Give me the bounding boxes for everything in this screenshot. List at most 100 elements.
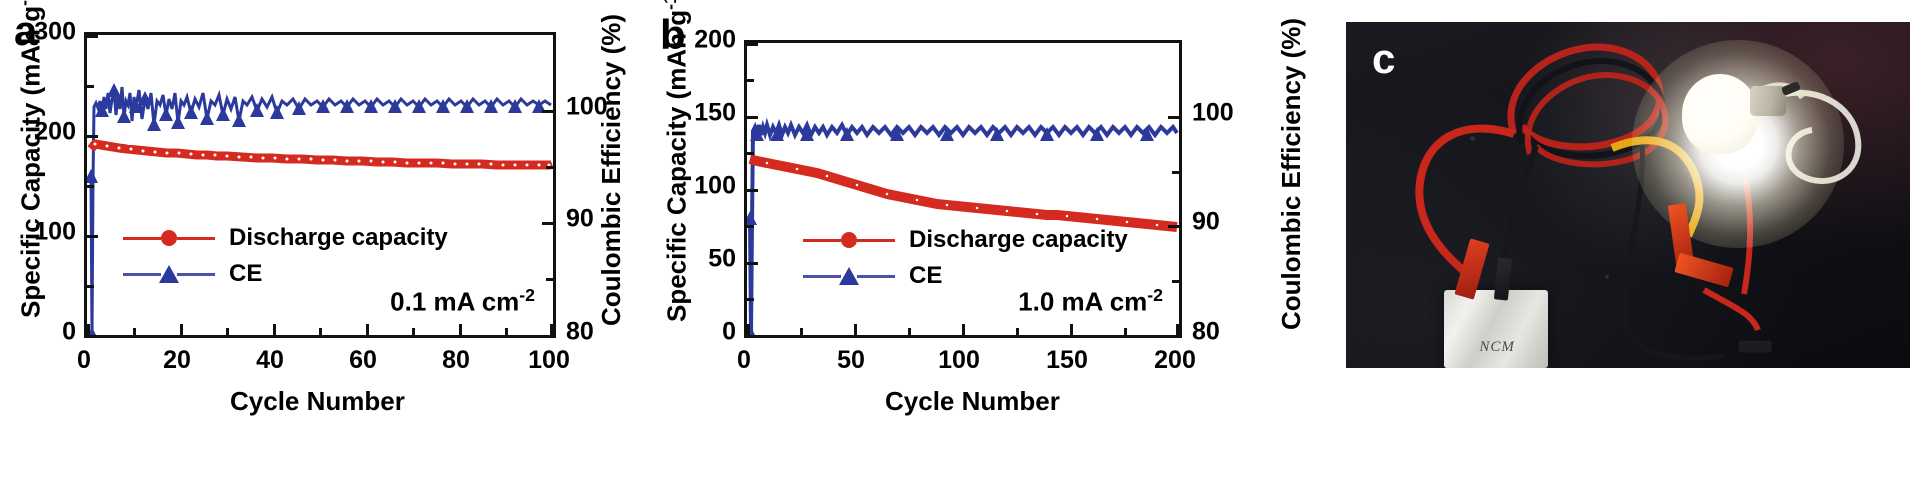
panel-a-xtick-60 xyxy=(366,324,369,335)
panel-b: b Specific Capacity (mAh g-1) Coulombic … xyxy=(640,0,1340,489)
panel-c-photo: c xyxy=(1346,22,1910,368)
panel-a-x-title: Cycle Number xyxy=(230,386,405,416)
light-bulb-base xyxy=(1750,86,1786,116)
panel-b-ylabel-right-100: 100 xyxy=(1192,98,1234,127)
panel-a-annotation-sup: -2 xyxy=(519,285,535,306)
panel-b-ytick-right-95 xyxy=(1172,171,1179,174)
panel-b-ytick-right-80 xyxy=(1168,335,1179,338)
panel-b-ylabel-50: 50 xyxy=(708,244,736,273)
panel-a-xlabel-60: 60 xyxy=(349,346,377,374)
panel-a-annotation-text: 0.1 mA cm xyxy=(390,287,520,317)
panel-a-xtick-10 xyxy=(133,328,136,335)
panel-a-ytick-300 xyxy=(87,35,98,38)
panel-a-annotation: 0.1 mA cm-2 xyxy=(390,287,535,315)
panel-b-xtick-150 xyxy=(1070,324,1073,335)
panel-a-legend-key-ce xyxy=(123,264,215,284)
panel-a-ytick-0 xyxy=(87,335,98,338)
panel-b-legend-key-ce xyxy=(803,266,895,286)
panel-a-xtick-50 xyxy=(319,328,322,335)
panel-a-legend-label-discharge: Discharge capacity xyxy=(229,224,448,251)
panel-b-ylabel-100: 100 xyxy=(694,171,736,200)
panel-b-data-svg xyxy=(747,117,1179,335)
panel-a-ytick-100 xyxy=(87,235,98,238)
panel-b-xtick-25 xyxy=(800,328,803,335)
panel-a-ylabel-100: 100 xyxy=(34,217,76,246)
panel-b-ytick-50 xyxy=(747,262,758,265)
panel-b-annotation: 1.0 mA cm-2 xyxy=(1018,287,1163,315)
panel-b-discharge-line xyxy=(748,154,1178,232)
panel-b-plot-inner xyxy=(747,43,1179,335)
circle-marker-icon xyxy=(161,230,177,246)
panel-b-annotation-sup: -2 xyxy=(1147,285,1163,306)
panel-b-ce-markers xyxy=(747,127,1154,335)
panel-b-ylabel-150: 150 xyxy=(694,98,736,127)
panel-a-ylabel-right-90: 90 xyxy=(566,204,594,233)
panel-a-ytick-250 xyxy=(87,85,94,88)
panel-b-xtick-200 xyxy=(1176,324,1179,335)
panel-a-ytick-right-80 xyxy=(542,335,553,338)
panel-b-xlabel-100: 100 xyxy=(938,346,980,374)
panel-b-ytick-right-100 xyxy=(1168,116,1179,119)
panel-a: a Specific Capacity (mAh g-1) Coulombic … xyxy=(0,0,660,489)
panel-a-y-left-title: Specific Capacity (mAh g-1) xyxy=(14,0,46,318)
panel-a-y-left-title-main: Specific Capacity (mAh g xyxy=(15,5,46,318)
panel-b-ytick-right-90 xyxy=(1168,225,1179,228)
panel-a-xlabel-40: 40 xyxy=(256,346,284,374)
panel-b-x-title: Cycle Number xyxy=(885,386,1060,416)
panel-a-ytick-50 xyxy=(87,285,94,288)
panel-a-xtick-80 xyxy=(459,324,462,335)
panel-b-xtick-50 xyxy=(854,324,857,335)
panel-a-xtick-30 xyxy=(226,328,229,335)
panel-b-ytick-75 xyxy=(747,225,754,228)
panel-b-y-right-title: Coulombic Efficiency (%) xyxy=(1276,17,1306,330)
dust-speck xyxy=(1470,136,1476,142)
panel-a-legend-item-ce: CE xyxy=(123,262,448,286)
panel-a-ylabel-right-80: 80 xyxy=(566,317,594,346)
panel-b-legend: Discharge capacity CE xyxy=(803,226,1128,301)
panel-a-discharge-markers xyxy=(91,140,553,169)
panel-b-ylabel-0: 0 xyxy=(722,317,736,346)
panel-b-ylabel-200: 200 xyxy=(694,25,736,54)
panel-a-xlabel-100: 100 xyxy=(528,346,570,374)
panel-b-ylabel-right-80: 80 xyxy=(1192,317,1220,346)
pouch-cell: NCM xyxy=(1444,290,1548,368)
panel-b-ytick-right-85 xyxy=(1172,280,1179,283)
panel-a-plot-area: Discharge capacity CE 0.1 mA cm-2 xyxy=(84,32,556,338)
panel-b-legend-item-discharge: Discharge capacity xyxy=(803,226,1128,253)
panel-b-xtick-75 xyxy=(908,328,911,335)
triangle-marker-icon xyxy=(839,267,859,285)
panel-a-legend-item-discharge: Discharge capacity xyxy=(123,224,448,251)
panel-a-ce-markers xyxy=(87,83,546,335)
panel-a-y-left-title-sup: -1 xyxy=(14,0,34,6)
panel-a-ylabel-right-100: 100 xyxy=(566,92,608,121)
panel-b-xtick-125 xyxy=(1016,328,1019,335)
panel-b-legend-label-discharge: Discharge capacity xyxy=(909,226,1128,253)
panel-a-legend-key-discharge xyxy=(123,228,215,248)
panel-b-ytick-125 xyxy=(747,152,754,155)
panel-b-plot-area: Discharge capacity CE 1.0 mA cm-2 xyxy=(744,40,1182,338)
panel-a-ytick-150 xyxy=(87,185,94,188)
panel-b-annotation-text: 1.0 mA cm xyxy=(1018,287,1148,317)
panel-a-ylabel-300: 300 xyxy=(34,17,76,46)
panel-c: c xyxy=(1330,0,1926,489)
panel-a-xtick-0 xyxy=(87,324,90,335)
panel-b-legend-item-ce: CE xyxy=(803,262,1128,289)
panel-b-xtick-0 xyxy=(747,324,750,335)
panel-b-discharge-markers xyxy=(764,160,1160,228)
panel-c-letter: c xyxy=(1372,35,1396,82)
panel-a-legend: Discharge capacity CE xyxy=(123,224,448,299)
panel-a-xlabel-80: 80 xyxy=(442,346,470,374)
panel-b-ytick-0 xyxy=(747,335,758,338)
dust-speck xyxy=(1605,274,1610,279)
panel-b-xlabel-50: 50 xyxy=(837,346,865,374)
panel-b-ylabel-right-90: 90 xyxy=(1192,207,1220,236)
panel-b-y-left-title-main: Specific Capacity (mAh g xyxy=(661,9,692,322)
panel-a-xtick-40 xyxy=(273,324,276,335)
panel-b-legend-label-ce: CE xyxy=(909,262,943,289)
panel-a-ylabel-200: 200 xyxy=(34,117,76,146)
panel-b-y-left-title-sup: -1 xyxy=(660,0,680,10)
panel-a-y-right-title: Coulombic Efficiency (%) xyxy=(596,13,626,326)
panel-a-plot-inner xyxy=(87,35,553,335)
panel-b-ytick-200 xyxy=(747,43,758,46)
